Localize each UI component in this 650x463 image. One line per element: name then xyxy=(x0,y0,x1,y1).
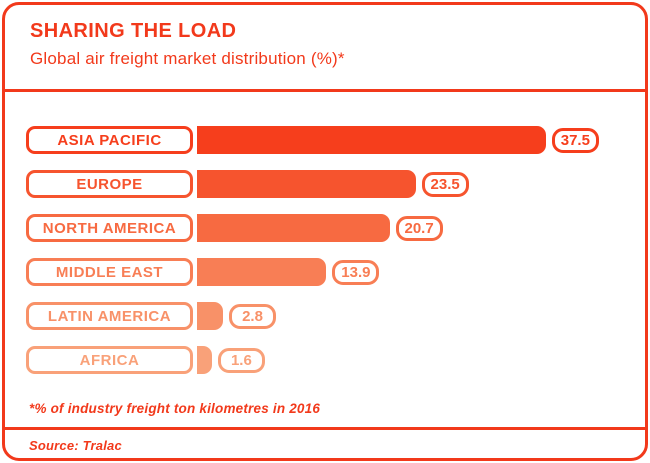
category-label: EUROPE xyxy=(76,175,143,193)
value-badge: 2.8 xyxy=(229,303,277,329)
category-label: NORTH AMERICA xyxy=(42,219,177,237)
category-label: LATIN AMERICA xyxy=(47,307,172,325)
value-badge: 13.9 xyxy=(332,259,380,285)
chart-footnote: *% of industry freight ton kilometres in… xyxy=(29,401,321,416)
chart-row: AFRICA 1.6 xyxy=(26,346,645,374)
category-label: MIDDLE EAST xyxy=(55,263,164,281)
value-badge: 20.7 xyxy=(395,215,443,241)
value-label: 23.5 xyxy=(430,175,460,193)
chart-row: NORTH AMERICA 20.7 xyxy=(26,214,645,242)
value-label: 2.8 xyxy=(242,307,263,325)
bar-chart: ASIA PACIFIC 37.5 EUROPE 23.5 NORTH AMER… xyxy=(26,126,645,390)
header: SHARING THE LOAD Global air freight mark… xyxy=(30,19,635,69)
value-bar xyxy=(197,346,212,374)
category-label-box: ASIA PACIFIC xyxy=(26,126,193,154)
header-divider xyxy=(5,89,645,92)
chart-row: EUROPE 23.5 xyxy=(26,170,645,198)
value-bar xyxy=(197,170,416,198)
category-label-box: EUROPE xyxy=(26,170,193,198)
value-badge: 1.6 xyxy=(217,347,265,373)
value-bar xyxy=(197,258,327,286)
chart-row: MIDDLE EAST 13.9 xyxy=(26,258,645,286)
chart-row: ASIA PACIFIC 37.5 xyxy=(26,126,645,154)
category-label: AFRICA xyxy=(79,351,140,369)
category-label: ASIA PACIFIC xyxy=(57,131,162,149)
value-bar xyxy=(197,214,390,242)
category-label-box: NORTH AMERICA xyxy=(26,214,193,242)
value-badge: 23.5 xyxy=(421,171,469,197)
value-bar xyxy=(197,126,546,154)
footer-divider xyxy=(5,427,645,430)
value-label: 20.7 xyxy=(404,219,434,237)
category-label-box: AFRICA xyxy=(26,346,193,374)
chart-title: SHARING THE LOAD xyxy=(30,20,237,42)
chart-subtitle: Global air freight market distribution (… xyxy=(30,49,345,68)
value-bar xyxy=(197,302,224,330)
value-badge: 37.5 xyxy=(551,127,599,153)
source-credit: Source: Tralac xyxy=(29,438,122,453)
chart-row: LATIN AMERICA 2.8 xyxy=(26,302,645,330)
category-label-box: LATIN AMERICA xyxy=(26,302,193,330)
value-label: 37.5 xyxy=(560,131,590,149)
category-label-box: MIDDLE EAST xyxy=(26,258,193,286)
value-label: 13.9 xyxy=(341,263,371,281)
value-label: 1.6 xyxy=(230,351,252,369)
